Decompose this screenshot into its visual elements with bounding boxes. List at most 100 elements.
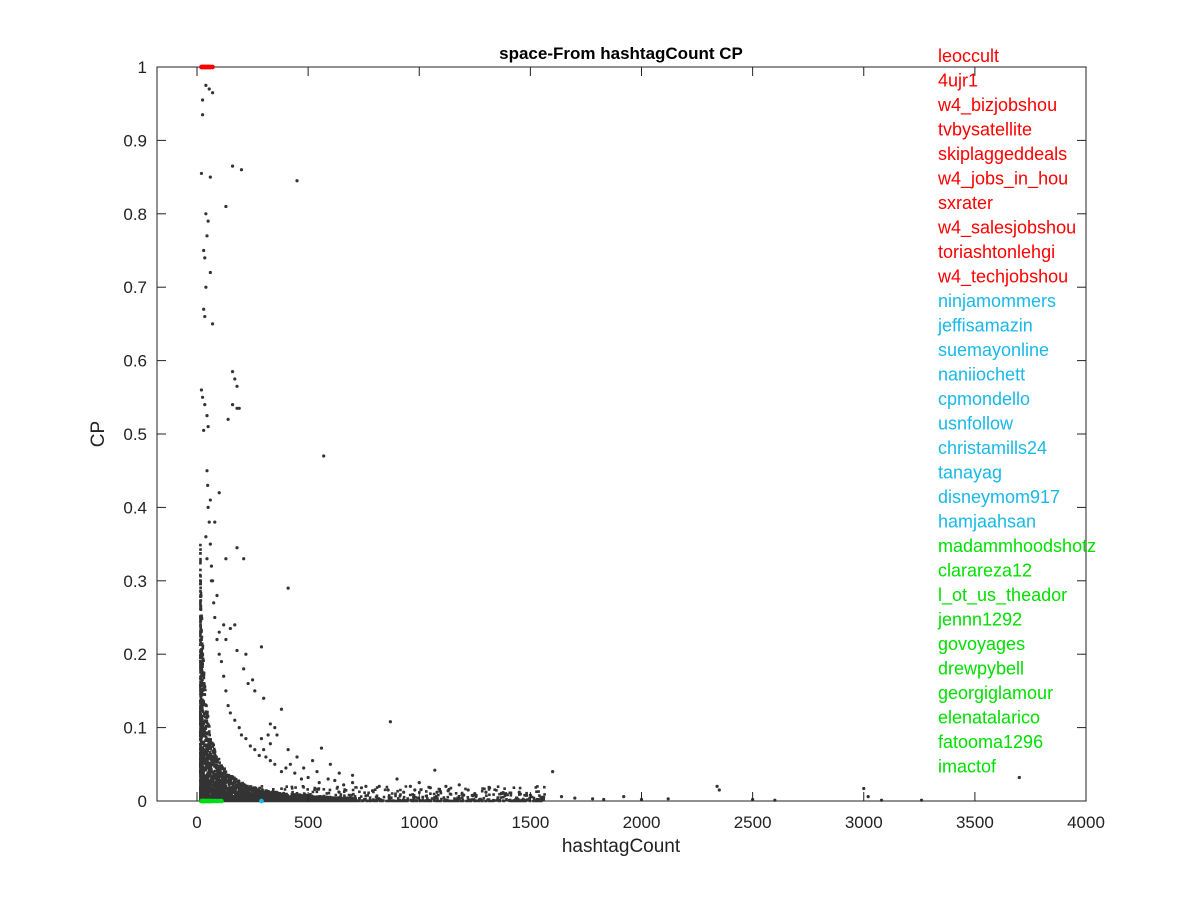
data-point bbox=[266, 733, 270, 737]
data-point bbox=[279, 707, 284, 711]
data-point bbox=[199, 388, 204, 392]
data-point bbox=[202, 428, 206, 432]
data-point bbox=[210, 322, 215, 326]
data-point bbox=[208, 270, 212, 275]
highlighted-point bbox=[214, 798, 220, 804]
data-point bbox=[310, 759, 315, 763]
data-point bbox=[210, 91, 215, 95]
data-point bbox=[919, 798, 924, 802]
y-tick-label: 0.4 bbox=[123, 498, 147, 517]
data-point bbox=[242, 667, 246, 671]
data-point bbox=[206, 505, 210, 509]
data-point bbox=[248, 744, 252, 748]
data-point bbox=[559, 794, 564, 799]
data-point bbox=[259, 645, 264, 649]
data-point bbox=[202, 248, 206, 253]
data-point bbox=[773, 798, 777, 802]
y-tick-label: 0.2 bbox=[123, 645, 147, 664]
data-point bbox=[209, 564, 214, 568]
data-point bbox=[206, 425, 210, 429]
user-label: tvbysatellite bbox=[938, 120, 1032, 140]
data-point bbox=[433, 768, 437, 772]
data-point bbox=[350, 781, 355, 785]
data-point bbox=[413, 788, 417, 792]
data-point bbox=[244, 652, 248, 656]
y-tick-label: 0.3 bbox=[123, 572, 147, 591]
data-point bbox=[717, 788, 721, 792]
y-tick-label: 0 bbox=[138, 792, 147, 811]
user-label: elenatalarico bbox=[938, 708, 1040, 728]
y-tick-label: 0.8 bbox=[123, 205, 147, 224]
data-point bbox=[466, 788, 470, 792]
data-point bbox=[224, 204, 228, 209]
user-label: imactof bbox=[938, 757, 997, 777]
user-label: hamjaahsan bbox=[938, 512, 1036, 532]
user-label: fatooma1296 bbox=[938, 732, 1043, 752]
data-point bbox=[217, 652, 221, 656]
user-label: l_ot_us_theador bbox=[938, 585, 1067, 606]
data-point bbox=[866, 794, 870, 799]
data-point bbox=[306, 775, 310, 780]
data-point bbox=[302, 766, 306, 770]
user-label: toriashtonlehgi bbox=[938, 242, 1055, 262]
user-label: w4_jobs_in_hou bbox=[937, 169, 1068, 190]
data-point bbox=[591, 797, 595, 801]
data-point bbox=[551, 770, 555, 774]
x-tick-label: 1000 bbox=[400, 813, 438, 832]
user-label: w4_bizjobshou bbox=[937, 95, 1057, 116]
user-label: clarareza12 bbox=[938, 561, 1032, 581]
data-point bbox=[205, 414, 209, 418]
data-point bbox=[244, 737, 248, 741]
user-label: w4_techjobshou bbox=[937, 267, 1068, 288]
data-point bbox=[457, 783, 461, 787]
data-point bbox=[253, 748, 257, 752]
data-point bbox=[230, 403, 235, 407]
x-axis-label: hashtagCount bbox=[562, 836, 681, 857]
data-point bbox=[444, 784, 448, 788]
data-point bbox=[333, 778, 337, 783]
data-point bbox=[207, 87, 211, 91]
data-point bbox=[262, 748, 266, 752]
data-point bbox=[328, 762, 332, 766]
data-point bbox=[228, 711, 232, 715]
highlighted-point bbox=[205, 798, 211, 804]
user-label: disneymom917 bbox=[938, 487, 1060, 507]
highlighted-point bbox=[259, 798, 264, 804]
user-label: leoccult bbox=[938, 46, 999, 66]
data-point bbox=[602, 797, 606, 802]
y-tick-label: 0.6 bbox=[123, 352, 147, 371]
data-point bbox=[239, 733, 244, 737]
data-point bbox=[224, 557, 228, 561]
data-point bbox=[299, 777, 304, 781]
highlighted-point bbox=[210, 798, 215, 804]
data-point bbox=[222, 674, 226, 678]
x-tick-label: 3000 bbox=[845, 813, 883, 832]
data-point bbox=[212, 601, 216, 605]
highlighted-point bbox=[204, 64, 210, 70]
data-point bbox=[364, 784, 368, 788]
data-point bbox=[293, 771, 297, 775]
data-point bbox=[219, 659, 224, 664]
user-label: sxrater bbox=[938, 193, 993, 213]
data-point bbox=[217, 630, 221, 634]
x-tick-label: 2500 bbox=[734, 813, 772, 832]
data-point bbox=[233, 718, 237, 722]
data-point bbox=[264, 755, 268, 759]
user-label: w4_salesjobshou bbox=[937, 218, 1076, 239]
user-labels-layer: leoccult 4ujr1 w4_bizjobshou tvbysatellite s… bbox=[937, 46, 1096, 777]
data-point bbox=[222, 623, 226, 627]
data-point bbox=[224, 637, 228, 642]
highlighted-point bbox=[219, 798, 224, 804]
data-point bbox=[268, 722, 272, 726]
data-point bbox=[573, 796, 577, 800]
data-point bbox=[246, 681, 250, 686]
x-tick-label: 0 bbox=[192, 813, 201, 832]
data-point bbox=[204, 83, 208, 87]
user-label: 4ujr1 bbox=[938, 71, 978, 91]
data-point bbox=[295, 179, 299, 183]
user-label: cpmondello bbox=[938, 389, 1030, 409]
data-point bbox=[342, 783, 346, 787]
data-point bbox=[879, 798, 884, 802]
data-point bbox=[250, 678, 255, 682]
